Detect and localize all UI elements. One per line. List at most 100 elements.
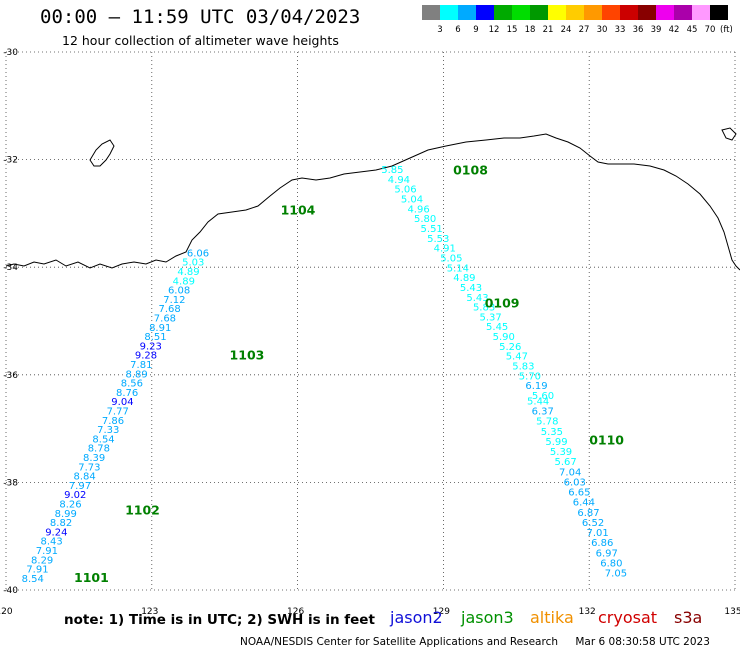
legend-tick-label: 33 bbox=[615, 25, 626, 35]
pass-time-label: 0110 bbox=[589, 433, 624, 448]
wave-height-value: 9.02 bbox=[64, 490, 86, 501]
pass-time-label: 1104 bbox=[281, 202, 316, 217]
wave-height-value: 5.35 bbox=[541, 427, 563, 438]
pass-time-label: 0109 bbox=[485, 296, 520, 311]
legend-swatch bbox=[638, 5, 656, 20]
wave-height-value: 9.28 bbox=[135, 351, 157, 362]
wave-height-value: 8.84 bbox=[74, 472, 96, 483]
legend-swatch bbox=[512, 5, 530, 20]
wave-height-value: 7.33 bbox=[97, 425, 119, 436]
legend-swatch bbox=[422, 5, 440, 20]
lon-tick-label: 126 bbox=[287, 607, 304, 617]
wave-height-value: 7.12 bbox=[163, 295, 185, 306]
wave-height-value: 5.83 bbox=[512, 362, 534, 373]
pass-time-label: 1102 bbox=[125, 503, 160, 518]
legend-unit: (ft) bbox=[720, 25, 732, 35]
legend-swatch bbox=[584, 5, 602, 20]
legend-tick-label: 21 bbox=[543, 25, 554, 35]
legend-tick-label: 70 bbox=[705, 25, 716, 35]
legend-tick-label: 39 bbox=[651, 25, 662, 35]
wave-height-value: 6.87 bbox=[577, 508, 599, 519]
satellite-cryosat: cryosat bbox=[598, 608, 658, 627]
wave-height-value: 4.89 bbox=[453, 273, 475, 284]
wave-height-value: 8.43 bbox=[40, 537, 62, 548]
lat-tick-label: -38 bbox=[3, 478, 18, 488]
wave-height-value: 6.44 bbox=[573, 498, 595, 509]
wave-height-value: 4.89 bbox=[177, 267, 199, 278]
wave-height-value: 5.53 bbox=[427, 234, 449, 245]
wave-height-value: 9.04 bbox=[111, 397, 133, 408]
wave-height-value: 5.99 bbox=[545, 437, 567, 448]
wave-height-value: 6.65 bbox=[568, 488, 590, 499]
wave-height-value: 8.56 bbox=[121, 379, 143, 390]
wave-height-value: 8.78 bbox=[88, 444, 110, 455]
coastline bbox=[5, 133, 740, 271]
wave-height-value: 5.05 bbox=[440, 253, 462, 264]
lon-tick-label: 129 bbox=[433, 607, 450, 617]
wave-height-value: 8.91 bbox=[149, 323, 171, 334]
legend-swatch bbox=[494, 5, 512, 20]
wave-height-value: 8.99 bbox=[55, 509, 77, 520]
wave-height-value: 5.44 bbox=[527, 396, 549, 407]
satellite-jason3: jason3 bbox=[461, 608, 514, 627]
island bbox=[89, 139, 115, 167]
wave-height-value: 6.37 bbox=[532, 407, 554, 418]
legend-swatch bbox=[440, 5, 458, 20]
legend-tick-label: 42 bbox=[669, 25, 680, 35]
wave-height-value: 5.26 bbox=[499, 342, 521, 353]
wave-height-value: 6.08 bbox=[168, 286, 190, 297]
legend-swatch bbox=[566, 5, 584, 20]
wave-height-value: 5.03 bbox=[182, 258, 204, 269]
legend-swatch bbox=[674, 5, 692, 20]
wave-height-value: 5.47 bbox=[506, 352, 528, 363]
pass-time-label: 1101 bbox=[74, 570, 109, 585]
wave-height-value: 5.90 bbox=[493, 332, 515, 343]
generation-timestamp: Mar 6 08:30:58 UTC 2023 bbox=[575, 636, 710, 648]
wave-height-value: 5.67 bbox=[554, 457, 576, 468]
wave-height-value: 4.96 bbox=[407, 204, 429, 215]
legend-swatch bbox=[548, 5, 566, 20]
legend-swatch bbox=[530, 5, 548, 20]
satellite-s3a: s3a bbox=[674, 608, 703, 627]
wave-height-value: 5.51 bbox=[421, 224, 443, 235]
lat-tick-label: -36 bbox=[3, 371, 18, 381]
wave-height-value: 6.52 bbox=[582, 518, 604, 529]
wave-height-value: 7.86 bbox=[102, 416, 124, 427]
wave-height-value: 7.91 bbox=[26, 565, 48, 576]
wave-height-value: 6.06 bbox=[187, 248, 209, 259]
wave-height-value: 5.43 bbox=[460, 283, 482, 294]
lon-tick-label: 120 bbox=[0, 607, 13, 617]
lat-tick-label: -32 bbox=[3, 156, 18, 166]
legend-swatch bbox=[656, 5, 674, 20]
legend-tick-label: 12 bbox=[489, 25, 500, 35]
wave-height-value: 5.14 bbox=[447, 263, 469, 274]
wave-height-value: 5.60 bbox=[532, 391, 554, 402]
wave-height-value: 7.81 bbox=[130, 360, 152, 371]
wave-height-value: 8.76 bbox=[116, 388, 138, 399]
satellite-altika: altika bbox=[530, 608, 574, 627]
wave-height-value: 6.97 bbox=[596, 548, 618, 559]
color-legend: 3 6 9 12 15 18 21 24 27 30 33 36 39 42 45 70 (ft) bbox=[422, 5, 732, 35]
pass-time-label: 1103 bbox=[230, 348, 265, 363]
wave-height-value: 5.70 bbox=[519, 371, 541, 382]
wave-height-value: 5.39 bbox=[550, 447, 572, 458]
map-title: 00:00 – 11:59 UTC 03/04/2023 bbox=[40, 6, 361, 28]
wave-height-value: 7.01 bbox=[587, 528, 609, 539]
wave-height-value: 5.45 bbox=[486, 322, 508, 333]
wave-height-value: 7.05 bbox=[605, 569, 627, 580]
legend-tick-label: 30 bbox=[597, 25, 608, 35]
pass-time-label: 0108 bbox=[453, 163, 488, 178]
wave-height-value: 6.86 bbox=[591, 538, 613, 549]
lon-tick-label: 132 bbox=[579, 607, 596, 617]
wave-height-value: 7.97 bbox=[69, 481, 91, 492]
wave-height-value: 8.29 bbox=[31, 555, 53, 566]
legend-tick-label: 24 bbox=[561, 25, 572, 35]
wave-height-value: 7.91 bbox=[36, 546, 58, 557]
wave-height-value: 5.78 bbox=[536, 417, 558, 428]
legend-tick-label: 36 bbox=[633, 25, 644, 35]
wave-height-value: 5.04 bbox=[401, 195, 423, 206]
wave-height-value: 5.06 bbox=[394, 185, 416, 196]
wave-height-value: 8.54 bbox=[92, 434, 114, 445]
wave-height-value: 5.85 bbox=[381, 165, 403, 176]
